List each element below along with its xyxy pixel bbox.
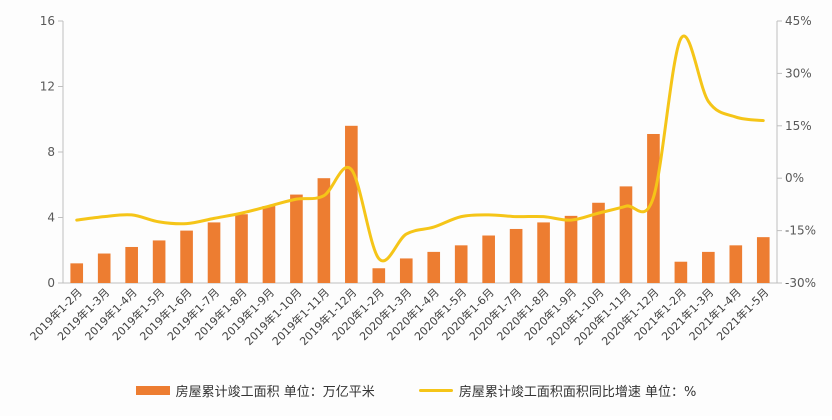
y-left-tick-label: 12 xyxy=(40,80,55,94)
legend-item-bars: 房屋累计竣工面积 单位：万亿平米 xyxy=(135,381,375,400)
bar xyxy=(235,214,248,283)
legend-item-line: 房屋累计竣工面积面积同比增速 单位：% xyxy=(418,381,697,400)
bar xyxy=(674,261,688,283)
legend-bar-label: 房屋累计竣工面积 单位：万亿平米 xyxy=(175,385,375,400)
growth-line xyxy=(75,34,765,263)
y-left-tick-label: 0 xyxy=(47,276,55,290)
bar xyxy=(482,235,495,283)
bar xyxy=(592,202,605,283)
legend: 房屋累计竣工面积 单位：万亿平米 房屋累计竣工面积面积同比增速 单位：% xyxy=(0,381,832,400)
y-right-tick-label: 0% xyxy=(785,171,804,185)
bar xyxy=(647,133,660,283)
y-right-tick-label: -30% xyxy=(785,276,816,290)
bar xyxy=(262,206,276,283)
bar xyxy=(427,251,441,283)
bar xyxy=(125,246,138,283)
y-right-tick-label: 45% xyxy=(785,14,812,28)
legend-bar-swatch xyxy=(135,386,170,395)
y-left-tick-label: 16 xyxy=(40,14,55,28)
line-layer xyxy=(75,34,765,263)
bar xyxy=(345,125,358,283)
bars-layer xyxy=(70,125,770,283)
labels-layer: 0481216-30%-15%0%15%30%45%2019年1-2月2019年… xyxy=(27,14,816,348)
y-right-tick-label: -15% xyxy=(785,224,816,238)
bar xyxy=(537,222,550,283)
y-right-tick-label: 15% xyxy=(785,119,812,133)
legend-line-label: 房屋累计竣工面积面积同比增速 单位：% xyxy=(458,385,697,400)
bar xyxy=(207,222,221,283)
bar xyxy=(619,186,633,283)
y-left-tick-label: 4 xyxy=(47,211,55,225)
bar xyxy=(180,230,193,283)
y-left-tick-label: 8 xyxy=(47,145,55,159)
bar xyxy=(756,237,770,283)
bar xyxy=(372,268,386,283)
bar xyxy=(317,178,331,283)
bar xyxy=(702,251,715,283)
bar xyxy=(152,240,166,283)
bar xyxy=(290,194,303,283)
bar xyxy=(509,228,523,283)
y-right-tick-label: 30% xyxy=(785,66,812,80)
axes-layer xyxy=(58,20,782,284)
bar xyxy=(454,245,468,283)
bar xyxy=(564,215,578,283)
bar xyxy=(729,245,743,283)
bar xyxy=(70,263,84,283)
bar xyxy=(399,258,413,283)
legend-line-swatch xyxy=(418,389,453,392)
bar xyxy=(97,253,111,283)
